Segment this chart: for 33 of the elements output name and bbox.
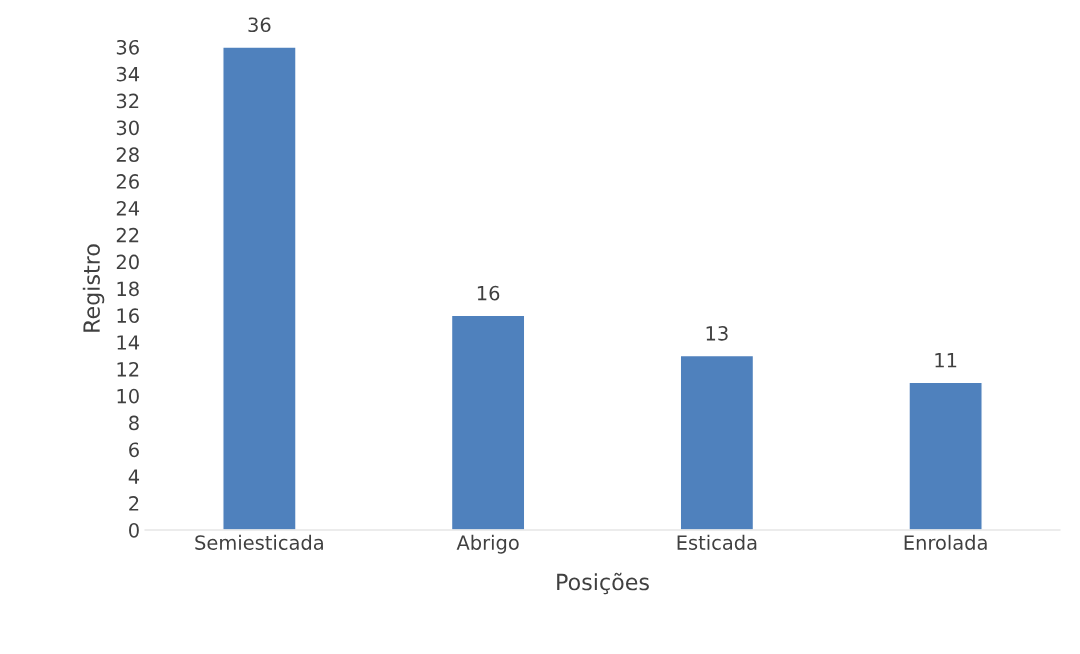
data-label: 11 <box>935 353 957 368</box>
y-tick-label: 8 <box>129 415 139 431</box>
y-tick-label: 22 <box>116 227 139 243</box>
y-tick-label: 14 <box>117 335 140 350</box>
y-tick-label: 12 <box>117 361 139 377</box>
x-axis-title: Posições <box>557 572 649 595</box>
y-tick-label: 36 <box>116 39 139 55</box>
y-tick-label: 28 <box>116 147 139 162</box>
x-tick-label: Esticada <box>677 534 757 550</box>
data-label: 36 <box>248 17 271 33</box>
bar <box>679 354 755 530</box>
y-tick-label: 6 <box>129 442 139 458</box>
y-tick-label: 24 <box>116 200 140 216</box>
y-tick-label: 30 <box>116 120 139 136</box>
bar <box>908 381 983 530</box>
y-tick-label: 10 <box>117 388 139 404</box>
y-tick-label: 0 <box>129 522 139 538</box>
y-tick-label: 18 <box>117 281 139 297</box>
x-tick-label: Semiesticada <box>195 534 323 550</box>
data-label: 13 <box>706 326 728 341</box>
bar <box>450 314 526 530</box>
x-tick-label: Enrolada <box>904 534 987 550</box>
y-tick-label: 34 <box>116 66 140 82</box>
x-tick-label: Abrigo <box>456 534 519 554</box>
y-tick-label: 4 <box>128 469 140 484</box>
y-tick-label: 16 <box>117 308 139 323</box>
y-axis-title: Registro <box>82 244 105 332</box>
y-tick-label: 26 <box>116 174 139 189</box>
y-tick-label: 32 <box>116 93 139 109</box>
data-label: 16 <box>477 285 500 301</box>
bar <box>222 47 297 530</box>
y-tick-label: 2 <box>129 496 139 511</box>
y-tick-label: 20 <box>116 254 139 270</box>
